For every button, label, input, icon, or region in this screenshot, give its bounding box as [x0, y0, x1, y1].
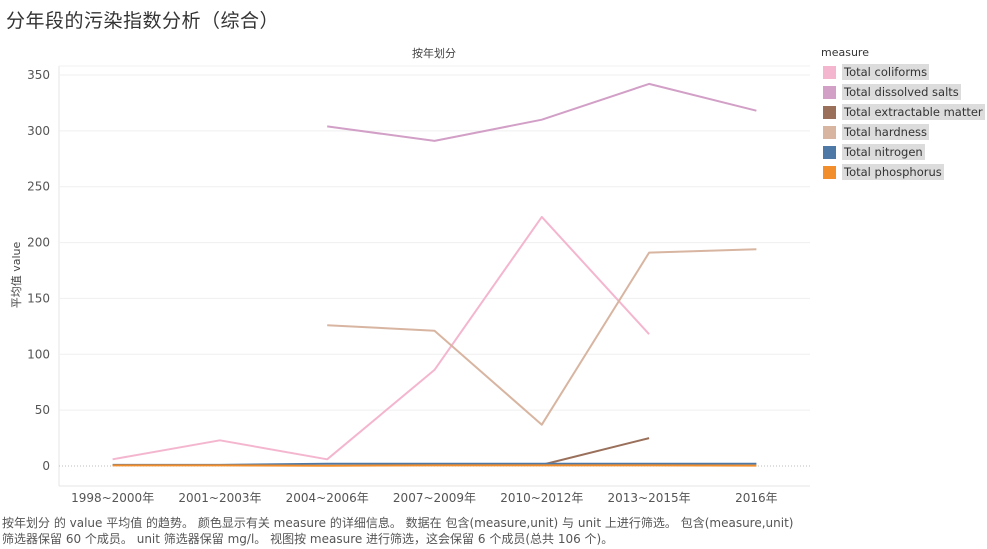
legend-swatch [823, 145, 836, 159]
x-tick-label: 2013~2015年 [608, 491, 691, 505]
y-tick-label: 350 [27, 68, 50, 82]
legend-swatch [823, 65, 836, 79]
legend-label: Total phosphorus [842, 164, 944, 180]
x-tick-label: 2010~2012年 [500, 491, 583, 505]
x-tick-label: 2001~2003年 [178, 491, 261, 505]
legend-swatch [823, 125, 836, 139]
legend-swatch [823, 105, 836, 119]
x-tick-label: 2004~2006年 [286, 491, 369, 505]
caption-line-1: 按年划分 的 value 平均值 的趋势。 颜色显示有关 measure 的详细… [2, 516, 794, 530]
legend-label: Total dissolved salts [842, 84, 961, 100]
series-line[interactable] [541, 437, 650, 466]
y-tick-label: 50 [35, 403, 50, 417]
legend-item[interactable]: Total phosphorus [818, 162, 986, 182]
y-tick-label: 0 [42, 459, 50, 473]
legend-item[interactable]: Total dissolved salts [818, 82, 986, 102]
y-tick-label: 150 [27, 291, 50, 305]
legend-item[interactable]: Total extractable matter [818, 102, 986, 122]
x-tick-labels: 1998~2000年 2001~2003年 2004~2006年 2007~2009年… [71, 491, 778, 505]
legend-swatch [823, 85, 836, 99]
series-line[interactable] [112, 215, 650, 461]
column-header: 按年划分 [412, 46, 456, 60]
chart-caption: 按年划分 的 value 平均值 的趋势。 颜色显示有关 measure 的详细… [2, 515, 982, 547]
legend-label: Total hardness [842, 124, 930, 140]
legend-label: Total nitrogen [842, 144, 925, 160]
legend-label: Total extractable matter [842, 104, 985, 120]
x-tick-label: 1998~2000年 [71, 491, 154, 505]
page-title: 分年段的污染指数分析（综合） [6, 10, 280, 32]
legend-label: Total coliforms [842, 64, 930, 80]
y-tick-label: 100 [27, 347, 50, 361]
legend-title: measure [821, 46, 869, 59]
series-line[interactable] [327, 82, 757, 142]
legend: measure Total coliforms Total dissolved s… [818, 46, 986, 182]
x-tick-label: 2007~2009年 [393, 491, 476, 505]
y-tick-label: 300 [27, 124, 50, 138]
legend-item[interactable]: Total nitrogen [818, 142, 986, 162]
legend-item[interactable]: Total coliforms [818, 62, 986, 82]
caption-line-2: 筛选器保留 60 个成员。 unit 筛选器保留 mg/l。 视图按 measu… [2, 532, 614, 546]
x-tick-label: 2016年 [735, 491, 778, 505]
series-line[interactable] [327, 248, 757, 426]
y-axis-label: 平均值 value [10, 241, 23, 308]
series-layer [112, 82, 757, 467]
legend-item[interactable]: Total hardness [818, 122, 986, 142]
y-tick-label: 200 [27, 236, 50, 250]
y-tick-label: 250 [27, 180, 50, 194]
grid-layer [59, 74, 810, 467]
y-tick-labels: 0 50 100 150 200 250 300 350 [27, 68, 50, 473]
legend-swatch [823, 165, 836, 179]
